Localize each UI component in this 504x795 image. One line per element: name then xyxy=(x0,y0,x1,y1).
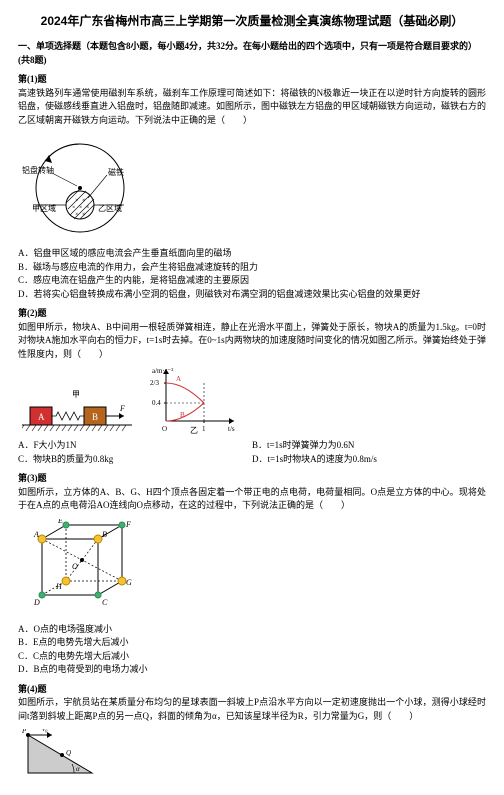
q3-opt-a: A．O点的电场强度减小 xyxy=(18,623,486,637)
svg-text:t/s: t/s xyxy=(228,425,235,433)
q1-figure: × × × × × × × 铝盘转轴 磁铁 甲区域 乙区域 xyxy=(22,133,486,243)
svg-text:B: B xyxy=(92,412,98,422)
svg-text:甲区域: 甲区域 xyxy=(32,203,56,213)
q2-options: A．F大小为1N C．物块B的质量为0.8kg B．t=1s时弹簧弹力为0.6N… xyxy=(18,439,486,466)
svg-text:甲: 甲 xyxy=(72,390,80,399)
q2-body: 如图甲所示，物块A、B中间用一根轻质弹簧相连，静止在光滑水平面上，弹簧处于原长，… xyxy=(18,321,486,362)
q2-opt-c: C．物块B的质量为0.8kg xyxy=(18,453,252,467)
svg-text:O: O xyxy=(162,425,167,433)
svg-text:B: B xyxy=(102,530,107,539)
q2-figure: A B F 甲 a/m·s⁻² t/s 2/3 0.4 1 O A B xyxy=(22,365,486,435)
svg-text:H: H xyxy=(55,582,63,591)
svg-text:F: F xyxy=(125,520,131,529)
svg-text:磁铁: 磁铁 xyxy=(108,167,124,177)
q3-opt-c: C．C点的电势先增大后减小 xyxy=(18,650,486,664)
q4-head: 第(4)题 xyxy=(18,683,486,697)
q2-opt-b: B．t=1s时弹簧弹力为0.6N xyxy=(252,439,486,453)
q2-head: 第(2)题 xyxy=(18,307,486,321)
page-title: 2024年广东省梅州市高三上学期第一次质量检测全真演练物理试题（基础必刷） xyxy=(18,12,486,30)
svg-text:0.4: 0.4 xyxy=(152,399,161,407)
svg-text:2/3: 2/3 xyxy=(150,379,159,387)
svg-text:D: D xyxy=(33,598,40,607)
svg-text:α: α xyxy=(76,765,80,773)
q1-opt-b: B．磁场与感应电流的作用力，会产生将铝盘减速旋转的阻力 xyxy=(18,261,486,275)
svg-text:F: F xyxy=(119,404,125,413)
svg-text:Q: Q xyxy=(66,749,71,757)
q2-opt-a: A．F大小为1N xyxy=(18,439,252,453)
q1-body: 高速铁路列车通常使用磁刹车系统，磁刹车工作原理可简述如下：将磁铁的N极靠近一块正… xyxy=(18,87,486,128)
q3-head: 第(3)题 xyxy=(18,472,486,486)
svg-text:×: × xyxy=(82,198,85,204)
q1-opt-d: D．若将实心铝盘转换成布满小空洞的铝盘，则磁铁对布满空洞的铝盘减速效果比实心铝盘… xyxy=(18,288,486,302)
svg-text:×: × xyxy=(75,198,78,204)
svg-text:v₀: v₀ xyxy=(42,729,48,733)
svg-text:E: E xyxy=(57,519,63,525)
svg-text:a/m·s⁻²: a/m·s⁻² xyxy=(152,367,173,375)
q3-figure: A B C D E F G H O xyxy=(22,519,486,619)
q1-opt-a: A．铝盘甲区域的感应电流会产生垂直纸面向里的磁场 xyxy=(18,247,486,261)
section-heading: 一、单项选择题（本题包含8小题，每小题4分，共32分。在每小题给出的四个选项中，… xyxy=(18,40,486,67)
svg-text:×: × xyxy=(86,205,89,211)
q3-options: A．O点的电场强度减小 B．E点的电势先增大后减小 C．C点的电势先增大后减小 … xyxy=(18,623,486,677)
svg-text:G: G xyxy=(126,578,132,587)
q4-body: 如图所示，宇航员站在某质量分布均匀的星球表面一斜坡上P点沿水平方向以一定初速度抛… xyxy=(18,696,486,723)
q1-head: 第(1)题 xyxy=(18,73,486,87)
svg-text:×: × xyxy=(72,205,75,211)
q1-opt-c: C．感应电流在铝盘产生的内能，是将铝盘减速的主要原因 xyxy=(18,274,486,288)
q3-body: 如图所示，立方体的A、B、G、H四个顶点各固定着一个带正电的点电荷，电荷量相同。… xyxy=(18,486,486,513)
svg-text:乙: 乙 xyxy=(190,426,198,435)
q3-opt-d: D．B点的电荷受到的电场力减小 xyxy=(18,663,486,677)
svg-text:×: × xyxy=(82,212,85,218)
svg-text:C: C xyxy=(102,598,108,607)
svg-text:×: × xyxy=(75,212,78,218)
svg-text:A: A xyxy=(38,412,45,422)
svg-text:乙区域: 乙区域 xyxy=(98,203,122,213)
svg-text:P: P xyxy=(22,729,27,735)
svg-text:A: A xyxy=(176,375,181,383)
q2-opt-d: D．t=1s时物块A的速度为0.8m/s xyxy=(252,453,486,467)
q1-options: A．铝盘甲区域的感应电流会产生垂直纸面向里的磁场 B．磁场与感应电流的作用力，会… xyxy=(18,247,486,301)
svg-text:A: A xyxy=(33,530,39,539)
svg-text:铝盘转轴: 铝盘转轴 xyxy=(22,165,54,175)
svg-text:1: 1 xyxy=(202,425,206,433)
q4-figure: P v₀ Q α xyxy=(22,729,486,779)
svg-text:O: O xyxy=(72,562,78,571)
svg-text:×: × xyxy=(79,205,82,211)
q3-opt-b: B．E点的电势先增大后减小 xyxy=(18,636,486,650)
svg-text:B: B xyxy=(180,411,185,419)
